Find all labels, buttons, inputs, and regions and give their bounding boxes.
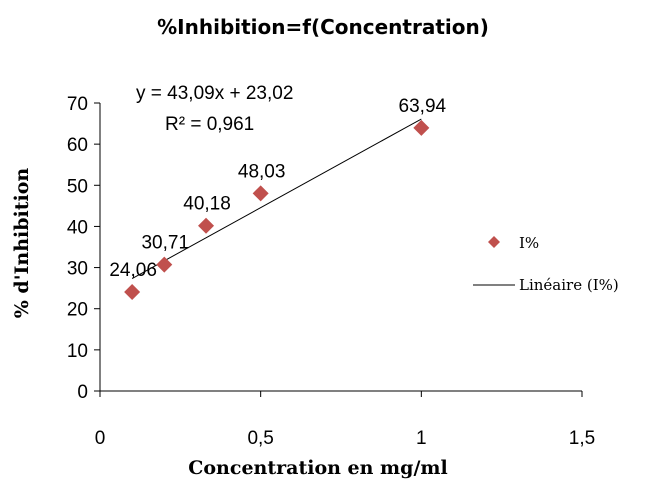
trendline bbox=[131, 118, 422, 279]
legend-label-trend: Linéaire (I%) bbox=[519, 276, 619, 294]
trendline-equation: y = 43,09x + 23,02 bbox=[136, 83, 293, 104]
y-tick-label: 40 bbox=[67, 217, 88, 238]
y-tick-label: 10 bbox=[67, 341, 88, 362]
axes bbox=[99, 103, 582, 392]
y-tick-label: 70 bbox=[67, 94, 88, 115]
data-label: 40,18 bbox=[183, 194, 231, 215]
data-label: 24,06 bbox=[109, 260, 157, 281]
y-tick-label: 0 bbox=[77, 382, 88, 403]
x-axis-ticks: 0 0,5 1 1,5 bbox=[95, 391, 595, 449]
legend-label-series: I% bbox=[519, 234, 539, 252]
y-tick-label: 20 bbox=[67, 300, 88, 321]
chart-title: %Inhibition=f(Concentration) bbox=[157, 15, 489, 39]
data-point bbox=[252, 185, 269, 202]
y-tick-label: 60 bbox=[67, 135, 88, 156]
x-axis-title: Concentration en mg/ml bbox=[188, 457, 447, 479]
data-labels: 24,06 30,71 40,18 48,03 63,94 bbox=[109, 96, 446, 281]
data-point bbox=[198, 217, 215, 234]
y-tick-label: 50 bbox=[67, 176, 88, 197]
x-tick-label: 1 bbox=[416, 428, 427, 449]
y-axis-ticks: 0 10 20 30 40 50 60 70 bbox=[67, 94, 100, 403]
legend: I% Linéaire (I%) bbox=[473, 234, 619, 294]
data-label: 30,71 bbox=[141, 233, 189, 254]
trendline-r-squared: R² = 0,961 bbox=[165, 114, 254, 135]
y-tick-label: 30 bbox=[67, 259, 88, 280]
x-tick-label: 0,5 bbox=[247, 428, 273, 449]
legend-marker-diamond bbox=[488, 236, 500, 248]
data-point bbox=[124, 284, 141, 301]
data-point bbox=[156, 256, 173, 273]
data-points bbox=[124, 119, 430, 301]
data-label: 48,03 bbox=[238, 161, 286, 182]
x-tick-label: 1,5 bbox=[569, 428, 595, 449]
data-label: 63,94 bbox=[399, 96, 447, 117]
data-point bbox=[413, 119, 430, 136]
x-tick-label: 0 bbox=[95, 428, 106, 449]
y-axis-title: % d'Inhibition bbox=[11, 168, 33, 319]
